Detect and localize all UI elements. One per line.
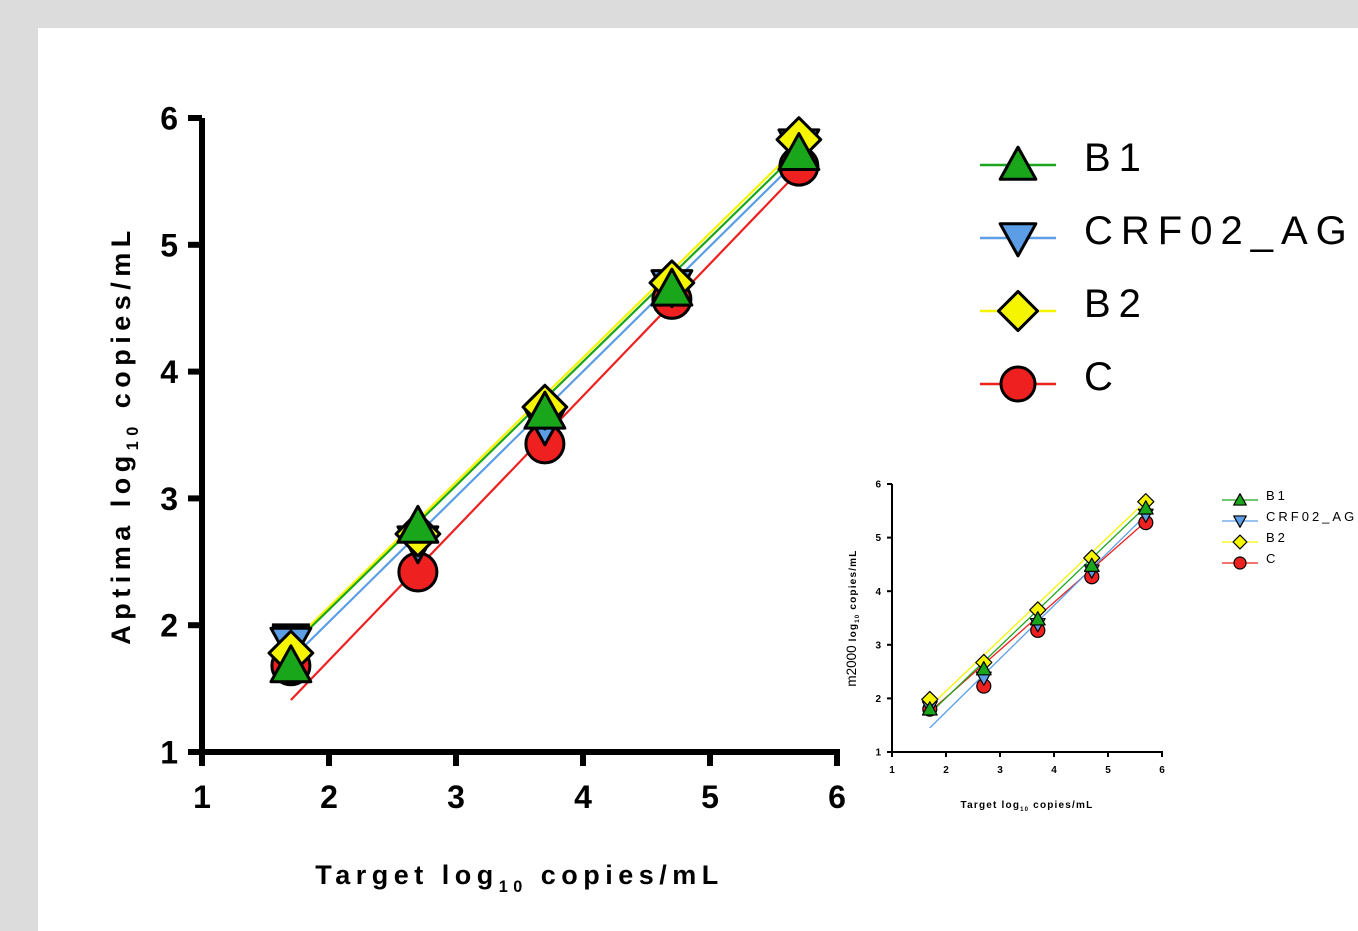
figure-panel: 1 2 3 4 5 6 1 2 3 4 5 6 Target log10 copies/mL Aptima…	[38, 28, 1358, 931]
marker-circle	[1233, 556, 1247, 570]
x-tick-label: 2	[320, 779, 338, 815]
marker-triangle-down	[998, 222, 1038, 258]
inset-legend: B1 CRF02_AG B2 C	[1220, 490, 1358, 600]
marker-triangle-up	[998, 145, 1038, 181]
y-tick-label: 1	[875, 748, 881, 759]
y-tick-label: 4	[875, 587, 881, 598]
point-b1	[777, 132, 821, 171]
marker-triangle-down	[1233, 515, 1247, 528]
marker-diamond	[1232, 534, 1248, 550]
point-b1	[1029, 611, 1046, 626]
x-tick-label: 4	[1051, 765, 1057, 776]
chart-canvas: 1 2 3 4 5 6 1 2 3 4 5 6 Target log10 copies/mL Aptima…	[106, 101, 1165, 897]
x-tick-label: 2	[943, 765, 949, 776]
legend-label: C	[1084, 355, 1121, 399]
y-tick-label: 2	[875, 694, 881, 705]
legend-marker-diamond-icon	[1222, 534, 1258, 550]
x-tick-label: 6	[828, 779, 846, 815]
point-b1	[650, 267, 694, 307]
point-b1	[1137, 500, 1154, 515]
x-tick-label: 3	[997, 765, 1003, 776]
marker-circle	[999, 365, 1037, 403]
legend-marker-diamond-icon	[980, 289, 1056, 333]
legend-label: CRF02_AG	[1266, 509, 1358, 524]
x-tick-label: 3	[447, 779, 465, 815]
point-b1	[921, 701, 938, 716]
marker-diamond	[996, 289, 1040, 333]
y-tick-label: 1	[160, 735, 178, 771]
legend-label: B2	[1266, 530, 1288, 545]
legend-label: CRF02_AG	[1084, 209, 1355, 253]
x-tick-label: 5	[1105, 765, 1111, 776]
main-chart: 1 2 3 4 5 6 1 2 3 4 5 6 Target log10 copies/mL Aptima…	[106, 101, 846, 897]
x-tick-label: 6	[1159, 765, 1165, 776]
x-tick-label: 5	[701, 779, 719, 815]
point-b1	[523, 390, 567, 430]
x-tick-label: 1	[193, 779, 211, 815]
point-b1	[396, 504, 440, 544]
main-legend: B1 CRF02_AG B2 C	[978, 136, 1358, 403]
x-axis-title: Target log10 copies/mL	[961, 800, 1094, 813]
x-axis-title: Target log10 copies/mL	[315, 860, 724, 896]
legend-marker-triangle-up-icon	[980, 145, 1056, 181]
legend-marker-triangle-up-icon	[1222, 493, 1258, 506]
y-tick-label: 6	[875, 480, 881, 491]
y-axis-title: Aptima log10 copies/mL	[106, 225, 142, 645]
legend-label: B1	[1266, 490, 1288, 503]
y-tick-label: 5	[160, 227, 178, 263]
point-b1	[269, 644, 313, 684]
legend-label: C	[1266, 551, 1279, 566]
inset-chart: 1 2 3 4 5 6 1 2 3 4 5 6 Target log10 copies/mL m2000 …	[844, 480, 1165, 813]
point-b1	[1083, 557, 1100, 572]
y-tick-label: 2	[160, 608, 178, 644]
y-tick-label: 3	[160, 481, 178, 517]
x-tick-label: 1	[889, 765, 895, 776]
y-tick-label: 5	[875, 533, 881, 544]
x-tick-label: 4	[574, 779, 592, 815]
legend-marker-circle-icon	[1222, 556, 1258, 570]
legend-marker-triangle-down-icon	[1222, 515, 1258, 528]
marker-triangle-up	[1233, 493, 1247, 506]
point-b1	[975, 660, 992, 676]
legend-label: B1	[1084, 136, 1149, 180]
y-tick-label: 6	[160, 101, 178, 137]
y-tick-label: 3	[875, 640, 881, 651]
y-tick-label: 4	[160, 354, 178, 390]
legend-marker-circle-icon	[980, 365, 1056, 403]
legend-marker-triangle-down-icon	[980, 222, 1056, 258]
y-axis-title: m2000 log10 copies/mL	[844, 549, 861, 686]
legend-label: B2	[1084, 282, 1149, 326]
